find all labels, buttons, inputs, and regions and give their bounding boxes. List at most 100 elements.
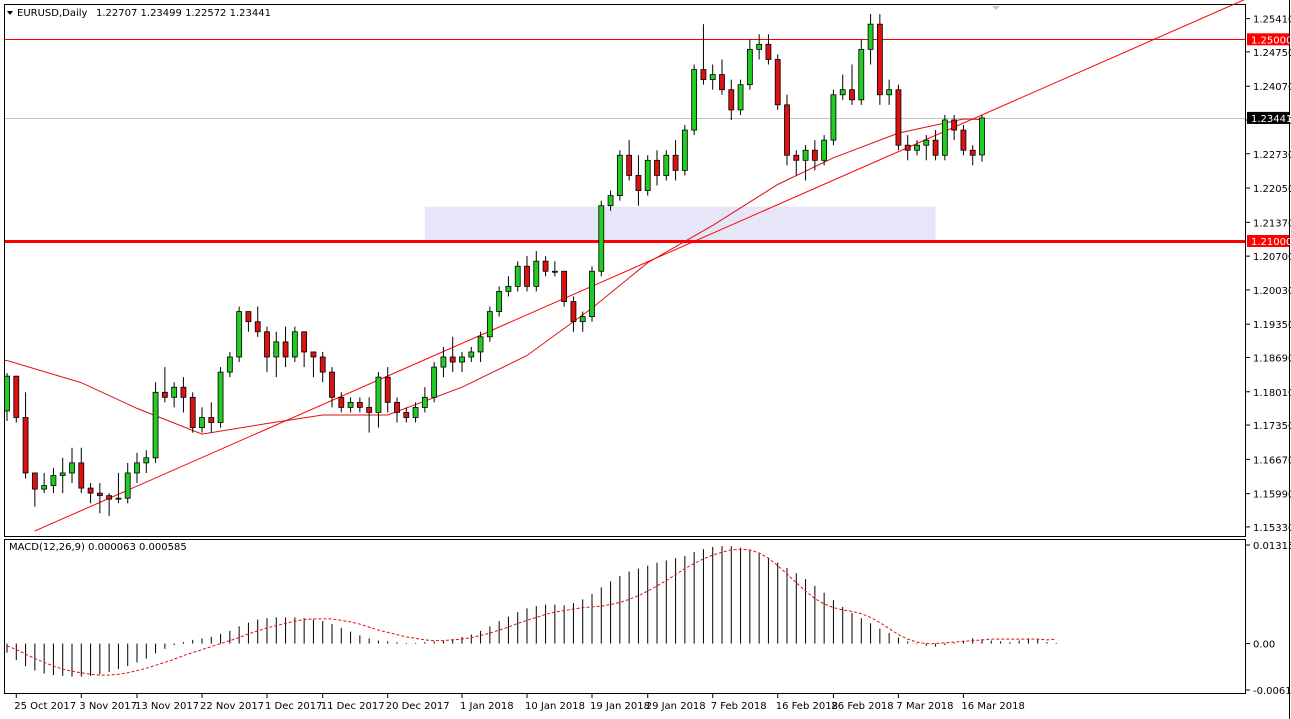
candle[interactable]: [189, 392, 196, 433]
candle[interactable]: [431, 362, 438, 403]
candle[interactable]: [672, 140, 679, 181]
candle[interactable]: [96, 483, 103, 514]
candle[interactable]: [561, 270, 568, 307]
candle[interactable]: [886, 79, 893, 105]
candle[interactable]: [41, 472, 48, 494]
candle[interactable]: [951, 114, 958, 141]
candle[interactable]: [310, 351, 317, 378]
candle[interactable]: [914, 140, 920, 156]
moving-average-line[interactable]: [5, 118, 983, 435]
candle[interactable]: [180, 377, 187, 413]
candle[interactable]: [876, 14, 883, 105]
candle[interactable]: [681, 125, 688, 176]
candle[interactable]: [849, 64, 855, 105]
candle[interactable]: [384, 367, 391, 413]
candle[interactable]: [161, 367, 168, 403]
candle[interactable]: [13, 375, 20, 423]
candle[interactable]: [979, 114, 985, 162]
candle[interactable]: [941, 114, 948, 161]
candle[interactable]: [459, 351, 465, 373]
candle[interactable]: [570, 296, 577, 332]
candle[interactable]: [394, 397, 400, 423]
candle[interactable]: [691, 64, 698, 136]
candle[interactable]: [746, 39, 753, 90]
candle[interactable]: [282, 326, 289, 368]
candle[interactable]: [969, 145, 976, 166]
candle[interactable]: [78, 447, 85, 494]
candle[interactable]: [356, 397, 363, 413]
candle[interactable]: [152, 382, 159, 463]
candle[interactable]: [904, 135, 911, 161]
candle[interactable]: [245, 311, 252, 332]
candle[interactable]: [319, 351, 326, 383]
candle[interactable]: [134, 452, 140, 484]
candle[interactable]: [756, 34, 763, 60]
candle[interactable]: [226, 351, 233, 378]
candle[interactable]: [171, 382, 178, 408]
candle[interactable]: [579, 311, 586, 332]
candle[interactable]: [821, 135, 828, 166]
candle[interactable]: [858, 39, 865, 105]
candle[interactable]: [589, 266, 595, 322]
candle[interactable]: [254, 306, 261, 337]
candle[interactable]: [59, 457, 66, 494]
candle[interactable]: [895, 84, 902, 151]
candle[interactable]: [468, 346, 475, 363]
candle[interactable]: [440, 346, 447, 378]
candle[interactable]: [644, 155, 651, 196]
candle[interactable]: [551, 261, 558, 277]
candle[interactable]: [301, 331, 308, 368]
candle[interactable]: [793, 150, 800, 176]
candle[interactable]: [199, 407, 205, 433]
candle[interactable]: [106, 493, 113, 516]
candle[interactable]: [867, 14, 874, 65]
candle[interactable]: [115, 472, 122, 504]
candle[interactable]: [421, 387, 428, 413]
candle[interactable]: [347, 397, 354, 413]
candle[interactable]: [338, 392, 345, 413]
candle[interactable]: [403, 407, 410, 423]
candle[interactable]: [366, 397, 373, 433]
candle[interactable]: [329, 367, 335, 408]
candle[interactable]: [273, 331, 280, 378]
candle[interactable]: [236, 306, 243, 363]
candle[interactable]: [765, 34, 772, 65]
candle[interactable]: [626, 140, 633, 181]
candle[interactable]: [477, 331, 484, 363]
candle[interactable]: [143, 450, 150, 473]
candle[interactable]: [784, 94, 790, 166]
candle[interactable]: [208, 402, 215, 433]
candle[interactable]: [22, 392, 29, 479]
candle[interactable]: [923, 135, 930, 161]
candle[interactable]: [774, 54, 781, 110]
candle[interactable]: [635, 155, 642, 206]
candle[interactable]: [514, 261, 521, 292]
candle[interactable]: [449, 336, 456, 373]
candle[interactable]: [932, 130, 939, 161]
candle[interactable]: [375, 372, 382, 428]
candle[interactable]: [412, 402, 419, 423]
candle[interactable]: [217, 367, 224, 428]
candle[interactable]: [264, 326, 270, 373]
candle[interactable]: [4, 373, 10, 422]
candle[interactable]: [709, 64, 716, 90]
candle[interactable]: [69, 447, 75, 484]
candle[interactable]: [87, 483, 94, 504]
candle[interactable]: [505, 276, 512, 297]
candle[interactable]: [524, 256, 530, 292]
candle[interactable]: [737, 79, 744, 115]
candle[interactable]: [811, 140, 818, 171]
candle[interactable]: [663, 150, 670, 181]
candle[interactable]: [533, 251, 540, 292]
candle[interactable]: [291, 326, 298, 363]
candle[interactable]: [496, 286, 503, 317]
candle[interactable]: [654, 150, 660, 186]
trendline[interactable]: [34, 0, 1245, 532]
candle[interactable]: [830, 89, 837, 146]
candle[interactable]: [700, 24, 707, 85]
candle[interactable]: [616, 150, 623, 201]
scroll-shift-marker-icon[interactable]: [992, 6, 1000, 10]
candle[interactable]: [31, 472, 38, 507]
candle[interactable]: [802, 145, 809, 181]
candle[interactable]: [719, 59, 725, 95]
